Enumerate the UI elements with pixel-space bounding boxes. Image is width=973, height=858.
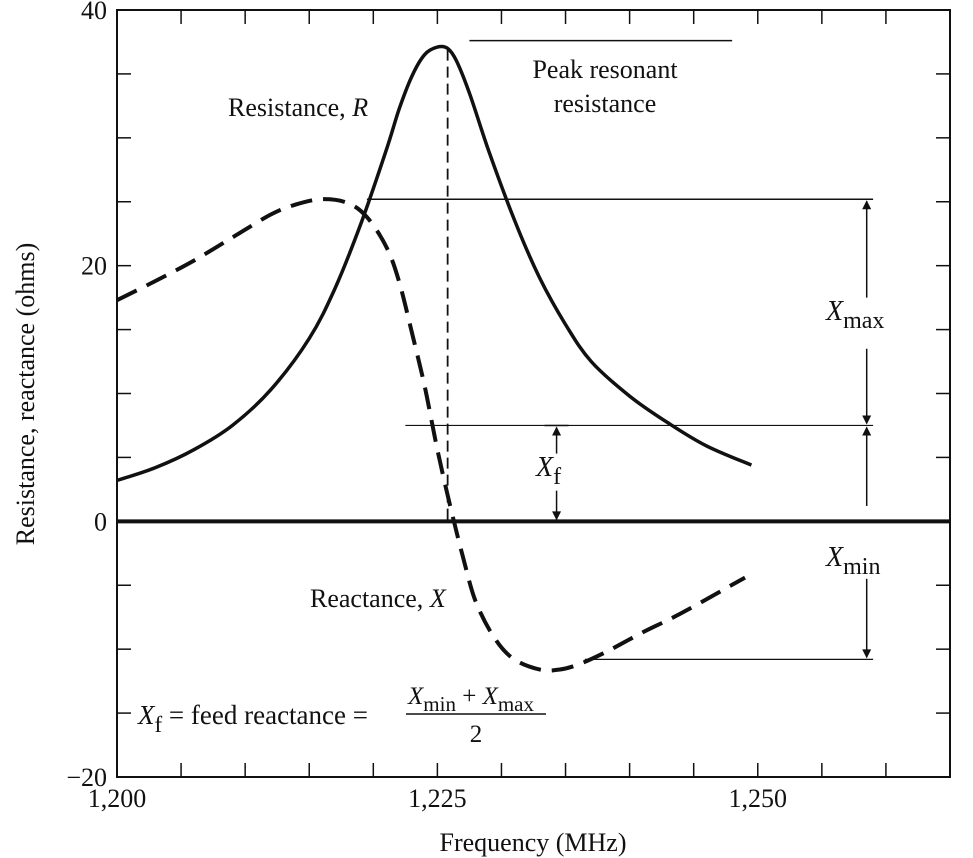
- plot-frame: [116, 9, 951, 778]
- svg-text:2: 2: [470, 721, 483, 748]
- arrowheads: [552, 200, 872, 659]
- peak-resonant-label-line1: Peak resonant: [532, 55, 678, 84]
- y-tick-label: −20: [66, 763, 107, 792]
- x-tick-label: 1,250: [729, 784, 788, 813]
- svg-text:Xf = feed reactance =: Xf = feed reactance =: [137, 700, 368, 737]
- tick-labels: 1,200 1,225 1,250 40 20 0 −20: [66, 0, 787, 813]
- x-max-label: Xmax: [825, 296, 884, 334]
- series-resistance-r: [116, 44, 753, 483]
- arrowhead: [862, 200, 872, 210]
- resistance-label: Resistance, R: [228, 93, 368, 122]
- x-f-label: Xf: [535, 452, 561, 490]
- arrowhead: [862, 415, 872, 425]
- x-axis-title: Frequency (MHz): [440, 828, 627, 857]
- peak-resonant-label-line2: resistance: [554, 89, 657, 118]
- svg-text:Xmin + Xmax: Xmin + Xmax: [407, 683, 534, 716]
- x-min-label: Xmin: [825, 542, 880, 580]
- y-axis-title: Resistance, reactance (ohms): [11, 243, 40, 545]
- arrowhead: [552, 426, 562, 436]
- y-tick-label: 40: [81, 0, 107, 25]
- reactance-label: Reactance, X: [310, 584, 447, 613]
- x-tick-label: 1,225: [408, 784, 467, 813]
- arrowhead: [552, 511, 562, 521]
- y-tick-label: 0: [94, 507, 107, 536]
- series-reactance-x: [116, 197, 746, 673]
- x-tick-label: 1,200: [88, 784, 147, 813]
- feed-reactance-formula: Xf = feed reactance = Xmin + Xmax 2: [137, 683, 546, 748]
- arrowhead: [862, 649, 872, 659]
- y-tick-label: 20: [81, 252, 107, 281]
- tick-marks: [116, 9, 950, 778]
- arrowhead: [862, 426, 872, 436]
